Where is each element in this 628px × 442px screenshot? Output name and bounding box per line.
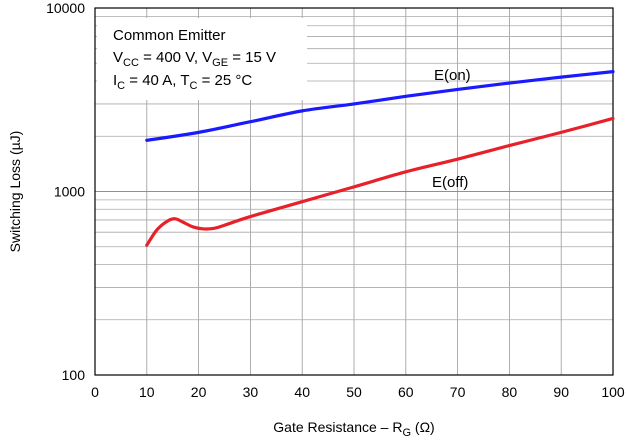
annotation-line-3: IC = 40 A, TC = 25 °C [113,72,252,92]
x-tick-label: 90 [553,384,569,400]
x-tick-labels: 0 10 20 30 40 50 60 70 80 90 100 [91,384,625,400]
x-tick-label: 50 [346,384,362,400]
series-labels: E(on) E(off) [432,67,471,191]
x-tick-label: 60 [398,384,414,400]
x-tick-label: 0 [91,384,99,400]
series-layer [145,70,615,247]
annotation-line-2: VCC = 400 V, VGE = 15 V [113,49,276,69]
annotation-background [97,18,307,100]
x-tick-label: 30 [243,384,259,400]
x-axis-title: Gate Resistance – RG (Ω) [273,419,434,439]
x-tick-label: 80 [502,384,518,400]
y-tick-labels: 100 1000 10000 [46,0,85,383]
series-label-eoff: E(off) [432,174,468,191]
x-tick-label: 40 [294,384,310,400]
y-tick-label: 10000 [46,0,85,16]
series-label-eon: E(on) [434,67,471,84]
x-tick-label: 10 [139,384,155,400]
plot-area-frame [94,7,614,376]
x-tick-label: 100 [601,384,625,400]
y-tick-label: 1000 [54,184,85,200]
y-tick-label: 100 [62,367,86,383]
annotation-line-1: Common Emitter [113,27,226,44]
y-axis-title: Switching Loss (µJ) [7,131,23,253]
series-line-eon [145,70,615,142]
x-tick-label: 70 [450,384,466,400]
conditions-annotation: Common Emitter VCC = 400 V, VGE = 15 V I… [97,18,307,100]
x-tick-label: 20 [191,384,207,400]
series-line-eoff [145,116,615,247]
